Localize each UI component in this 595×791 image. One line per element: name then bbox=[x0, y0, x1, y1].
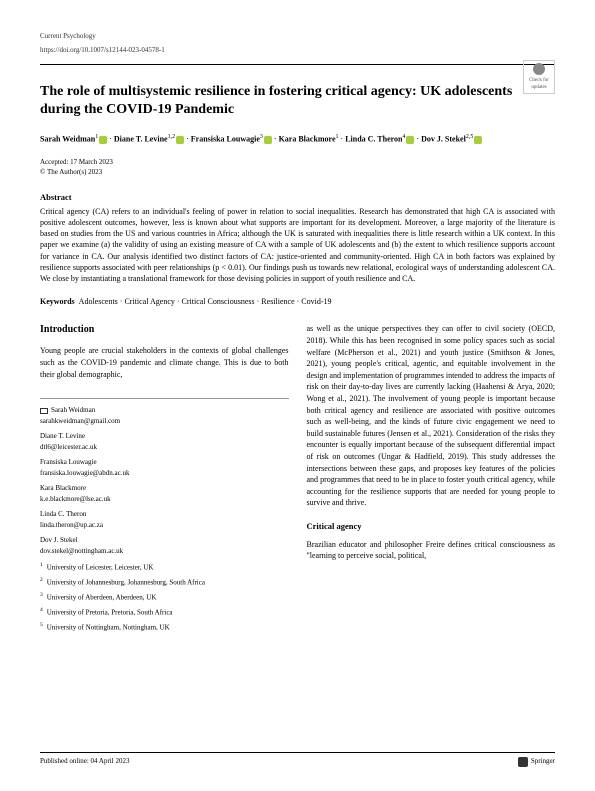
abstract-text: Critical agency (CA) refers to an indivi… bbox=[40, 206, 555, 284]
corr-name: Dov J. Stekel bbox=[40, 536, 78, 544]
check-updates-label: Check for updates bbox=[526, 77, 552, 91]
orcid-icon[interactable] bbox=[99, 136, 107, 144]
corr-email[interactable]: dtl6@leicester.ac.uk bbox=[40, 443, 97, 451]
author-affil-sup: 1,2 bbox=[168, 134, 176, 140]
corr-email[interactable]: linda.theron@up.ac.za bbox=[40, 521, 103, 529]
intro-paragraph: Young people are crucial stakeholders in… bbox=[40, 345, 289, 380]
correspondence-box: Sarah Weidman sarahkweidman@gmail.com Di… bbox=[40, 398, 289, 632]
corr-name: Kara Blackmore bbox=[40, 484, 86, 492]
doi-link[interactable]: https://doi.org/10.1007/s12144-023-04578… bbox=[40, 46, 555, 56]
subsection-heading: Critical agency bbox=[307, 521, 556, 533]
publisher-logo: Springer bbox=[518, 757, 555, 767]
affil-text: University of Nottingham, Nottingham, UK bbox=[47, 623, 170, 631]
corr-email[interactable]: fransiska.louwagie@abdn.ac.uk bbox=[40, 469, 129, 477]
journal-name: Current Psychology bbox=[40, 32, 555, 42]
author-name[interactable]: Sarah Weidman bbox=[40, 135, 95, 144]
publisher-name: Springer bbox=[531, 757, 555, 767]
corr-email[interactable]: dov.stekel@nottingham.ac.uk bbox=[40, 547, 123, 555]
affiliation: 4University of Pretoria, Pretoria, South… bbox=[40, 606, 289, 618]
corr-entry: Diane T. Levine dtl6@leicester.ac.uk bbox=[40, 431, 289, 452]
corr-name: Sarah Weidman bbox=[51, 406, 95, 414]
affiliation: 1University of Leicester, Leicester, UK bbox=[40, 561, 289, 573]
affil-text: University of Aberdeen, Aberdeen, UK bbox=[47, 593, 157, 601]
author-name[interactable]: Fransiska Louwagie bbox=[191, 135, 260, 144]
check-updates-badge[interactable]: Check for updates bbox=[523, 60, 555, 94]
author-name[interactable]: Kara Blackmore bbox=[279, 135, 336, 144]
page-footer: Published online: 04 April 2023 Springer bbox=[40, 752, 555, 767]
springer-horse-icon bbox=[518, 757, 528, 767]
abstract-heading: Abstract bbox=[40, 192, 555, 204]
author-affil-sup: 1 bbox=[336, 134, 339, 140]
author-name[interactable]: Linda C. Theron bbox=[345, 135, 402, 144]
affiliation: 5University of Nottingham, Nottingham, U… bbox=[40, 621, 289, 633]
affil-text: University of Leicester, Leicester, UK bbox=[47, 564, 154, 572]
author-name[interactable]: Dov J. Stekel bbox=[421, 135, 466, 144]
affil-text: University of Johannesburg, Johannesburg… bbox=[47, 578, 205, 586]
author-name[interactable]: Diane T. Levine bbox=[114, 135, 168, 144]
right-column: as well as the unique perspectives they … bbox=[307, 323, 556, 635]
keywords-values: Adolescents · Critical Agency · Critical… bbox=[79, 297, 332, 306]
email-icon bbox=[40, 408, 48, 414]
corr-entry: Linda C. Theron linda.theron@up.ac.za bbox=[40, 509, 289, 530]
keywords-line: Keywords Adolescents · Critical Agency ·… bbox=[40, 296, 555, 307]
body-columns: Introduction Young people are crucial st… bbox=[40, 323, 555, 635]
corr-name: Diane T. Levine bbox=[40, 432, 85, 440]
author-affil-sup: 3 bbox=[260, 134, 263, 140]
intro-heading: Introduction bbox=[40, 323, 289, 337]
author-affil-sup: 4 bbox=[402, 134, 405, 140]
published-online: Published online: 04 April 2023 bbox=[40, 757, 129, 767]
authors-list: Sarah Weidman1 · Diane T. Levine1,2 · Fr… bbox=[40, 133, 555, 146]
corr-entry: Fransiska Louwagie fransiska.louwagie@ab… bbox=[40, 457, 289, 478]
header-divider bbox=[40, 64, 555, 65]
check-updates-icon bbox=[533, 63, 545, 75]
author-affil-sup: 1 bbox=[95, 134, 98, 140]
author-affil-sup: 2,5 bbox=[466, 134, 474, 140]
corr-name: Fransiska Louwagie bbox=[40, 458, 97, 466]
corr-name: Linda C. Theron bbox=[40, 510, 86, 518]
orcid-icon[interactable] bbox=[264, 136, 272, 144]
ca-paragraph: Brazilian educator and philosopher Freir… bbox=[307, 539, 556, 562]
intro-paragraph-2: as well as the unique perspectives they … bbox=[307, 323, 556, 509]
affil-text: University of Pretoria, Pretoria, South … bbox=[47, 608, 173, 616]
orcid-icon[interactable] bbox=[406, 136, 414, 144]
copyright-line: © The Author(s) 2023 bbox=[40, 168, 555, 178]
corr-email[interactable]: k.e.blackmore@lse.ac.uk bbox=[40, 495, 111, 503]
left-column: Introduction Young people are crucial st… bbox=[40, 323, 289, 635]
corr-entry: Dov J. Stekel dov.stekel@nottingham.ac.u… bbox=[40, 535, 289, 556]
corr-entry: Kara Blackmore k.e.blackmore@lse.ac.uk bbox=[40, 483, 289, 504]
affiliation: 3University of Aberdeen, Aberdeen, UK bbox=[40, 591, 289, 603]
affiliation: 2University of Johannesburg, Johannesbur… bbox=[40, 576, 289, 588]
article-dates: Accepted: 17 March 2023 © The Author(s) … bbox=[40, 158, 555, 178]
article-title: The role of multisystemic resilience in … bbox=[40, 83, 555, 119]
orcid-icon[interactable] bbox=[176, 136, 184, 144]
accepted-date: Accepted: 17 March 2023 bbox=[40, 158, 555, 168]
corr-email[interactable]: sarahkweidman@gmail.com bbox=[40, 417, 120, 425]
keywords-label: Keywords bbox=[40, 297, 75, 306]
corr-entry: Sarah Weidman sarahkweidman@gmail.com bbox=[40, 405, 289, 426]
orcid-icon[interactable] bbox=[474, 136, 482, 144]
